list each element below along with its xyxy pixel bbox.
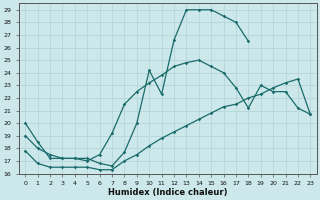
- X-axis label: Humidex (Indice chaleur): Humidex (Indice chaleur): [108, 188, 228, 197]
